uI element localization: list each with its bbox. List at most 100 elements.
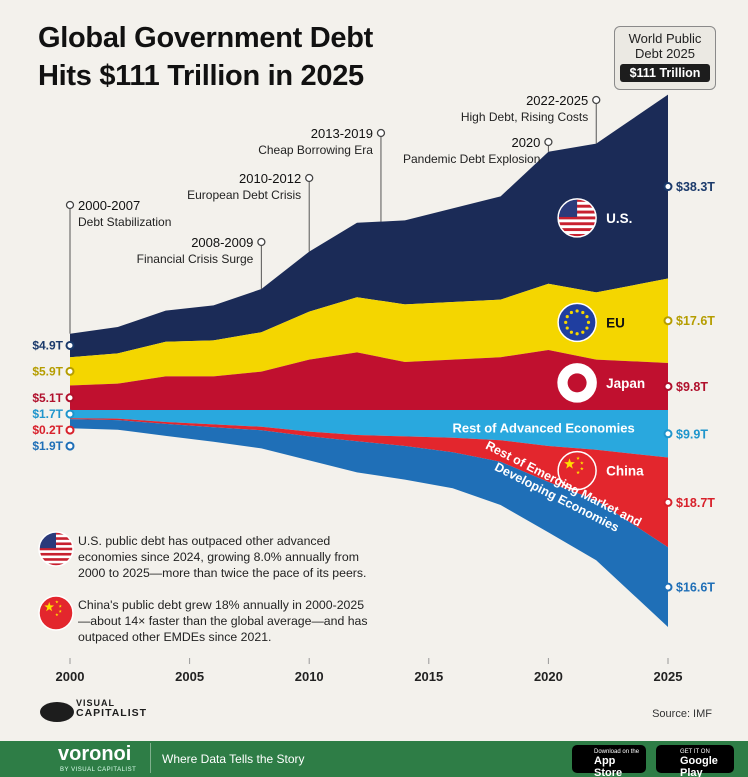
area — [70, 278, 668, 386]
label-dot — [65, 366, 75, 376]
flag-star — [581, 330, 585, 334]
value-label: $38.3T — [676, 180, 715, 194]
label-dot — [663, 182, 673, 192]
label-dot — [663, 316, 673, 326]
flag-star — [585, 326, 589, 330]
logo: VISUAL CAPITALIST — [76, 698, 147, 718]
flag-star — [58, 604, 62, 608]
flag-star — [564, 458, 575, 469]
x-tick-label: 2015 — [414, 669, 443, 684]
flag-stripe — [39, 563, 73, 566]
series-label: Japan — [606, 376, 645, 391]
flag-ring — [38, 531, 74, 567]
flag-star — [580, 466, 584, 471]
annotation-period: 2000-2007 — [78, 198, 140, 213]
area — [70, 419, 668, 627]
flag-stripe — [39, 552, 73, 556]
flag — [557, 198, 597, 238]
annotation-text: Pandemic Debt Explosion — [403, 152, 540, 166]
annotation-dot — [305, 173, 314, 183]
flag-stripe — [39, 547, 73, 551]
chart-title: Global Government Debt — [38, 22, 373, 54]
label-dot — [65, 340, 75, 350]
flag-star — [569, 310, 574, 315]
annotation-dot — [592, 95, 601, 105]
label-dot — [65, 393, 75, 403]
value-label: $18.7T — [676, 496, 715, 510]
google-play-badge[interactable]: GET IT ON Google Play — [656, 745, 734, 777]
flag — [38, 595, 74, 631]
annotation-dot — [257, 237, 266, 247]
x-tick-label: 2010 — [295, 669, 324, 684]
badge-small: Download on the — [594, 749, 640, 755]
annotation-text: Debt Stabilization — [78, 215, 171, 229]
x-tick-label: 2020 — [534, 669, 563, 684]
chart-title: Hits $111 Trillion in 2025 — [38, 60, 364, 92]
flag-ring — [557, 450, 597, 491]
area — [70, 350, 668, 410]
x-tick-label: 2005 — [175, 669, 204, 684]
value-label: $5.1T — [32, 391, 63, 405]
annotation-dot — [376, 128, 386, 138]
badge-title: World Public Debt 2025 — [628, 31, 702, 61]
flag-stripe — [558, 222, 597, 226]
badge: World Public Debt 2025 $111 Trillion — [614, 26, 716, 90]
area — [70, 410, 668, 458]
flag-stripe — [39, 558, 73, 561]
tagline: Where Data Tells the Story — [162, 752, 305, 766]
annotation-period: 2010-2012 — [239, 171, 301, 186]
flag-star — [585, 315, 589, 319]
annotation-dot — [544, 137, 553, 147]
flag-star — [564, 320, 568, 324]
series-label: EU — [606, 315, 625, 330]
annotation-text: Cheap Borrowing Era — [258, 143, 373, 157]
divider — [150, 743, 151, 773]
badge-small: GET IT ON — [680, 749, 710, 755]
series-label: China — [606, 464, 644, 479]
flag-star — [55, 600, 59, 604]
label-dot — [663, 429, 673, 439]
logo-mark — [40, 702, 74, 722]
annotation-text: High Debt, Rising Costs — [461, 110, 588, 124]
value-label: $9.8T — [676, 380, 708, 394]
area — [70, 94, 668, 358]
badge-big: Google Play — [680, 755, 718, 777]
value-label: $9.9T — [676, 427, 708, 441]
annotation-period: 2022-2025 — [526, 93, 588, 108]
flag-ring — [38, 595, 74, 631]
flag-bg — [558, 303, 597, 342]
series-label: Rest of Advanced Economies — [452, 421, 634, 436]
flag-stripe — [558, 228, 597, 232]
flag — [557, 363, 597, 403]
flag-star — [575, 309, 579, 313]
flag — [38, 531, 74, 567]
value-label: $4.9T — [32, 338, 63, 352]
value-label: $5.9T — [32, 364, 63, 378]
annotation-dot — [65, 200, 75, 210]
flag-star — [581, 310, 585, 315]
flag — [557, 302, 597, 343]
flag-star — [565, 315, 569, 319]
flag-star — [565, 326, 569, 330]
flag-star — [576, 470, 580, 475]
label-dot — [65, 425, 75, 435]
flag-ring — [557, 302, 597, 343]
flag-stripe — [558, 233, 597, 237]
flag-star — [58, 609, 62, 613]
logo-text: VISUAL — [76, 698, 116, 708]
flag-star — [576, 456, 580, 460]
value-label: $17.6T — [676, 314, 715, 328]
flag-star — [575, 332, 579, 336]
source: Source: IMF — [652, 708, 712, 720]
label-dot — [65, 409, 75, 419]
annotation-text: European Debt Crisis — [187, 188, 301, 202]
app-store-badge[interactable]: Download on the App Store — [572, 745, 646, 777]
x-tick-label: 2000 — [56, 669, 85, 684]
flag-bg — [558, 451, 597, 490]
annotation-period: 2020 — [511, 135, 540, 150]
flag-star — [580, 461, 584, 465]
badge-value: $111 Trillion — [620, 64, 710, 82]
area — [70, 418, 668, 548]
flag-star — [55, 613, 59, 617]
